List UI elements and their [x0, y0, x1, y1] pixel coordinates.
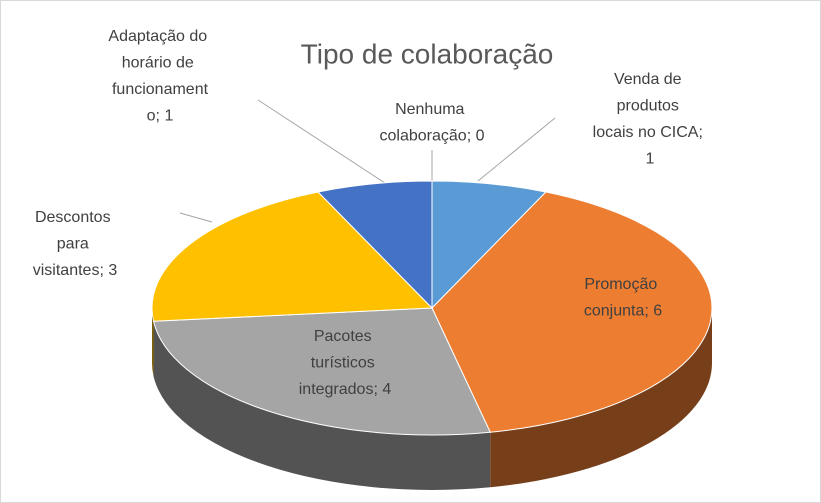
slice [431, 191, 713, 433]
data-label: Descontos para visitantes; 3 [33, 209, 118, 279]
data-label-line: Descontos [35, 209, 115, 226]
leader-line [257, 99, 386, 184]
leader-line [477, 117, 556, 182]
data-label-line: Pacotes [314, 328, 376, 345]
slice [151, 191, 434, 322]
slice [152, 307, 491, 436]
data-label-line: locais no CICA; [593, 124, 708, 141]
data-label-line: conjunta; 6 [584, 303, 662, 320]
data-label: Promoção conjunta; 6 [584, 276, 662, 320]
data-label: Adaptação do horário de funcionament o; 1 [108, 28, 211, 125]
data-label-line: produtos [617, 98, 684, 115]
slice-side [152, 308, 154, 377]
data-label-line: turísticos [311, 355, 379, 372]
slice-side [490, 308, 712, 488]
leader-line [179, 212, 213, 223]
data-label-line: Adaptação do [108, 28, 211, 45]
data-label: Venda de produtos locais no CICA; 1 [593, 71, 708, 168]
data-label-line: horário de [122, 55, 199, 72]
data-label-line: Nenhuma [395, 101, 469, 118]
slice-side [153, 321, 491, 490]
data-label-line: Promoção [584, 276, 661, 293]
data-label-line: para [57, 236, 93, 253]
data-label-line: funcionament [112, 81, 209, 98]
slice [431, 180, 547, 310]
data-label-line: 1 [646, 151, 655, 168]
data-label-line: integrados; 4 [299, 381, 392, 398]
data-label-line: Venda de [614, 71, 686, 88]
data-label-line: o; 1 [147, 108, 174, 125]
data-label-line: visitantes; 3 [33, 262, 118, 279]
data-label: Pacotes turísticos integrados; 4 [299, 328, 392, 398]
data-label: Nenhuma colaboração; 0 [380, 101, 485, 145]
slice [317, 180, 433, 310]
chart-title: Tipo de colaboração [301, 38, 554, 69]
data-label-line: colaboração; 0 [380, 128, 485, 145]
